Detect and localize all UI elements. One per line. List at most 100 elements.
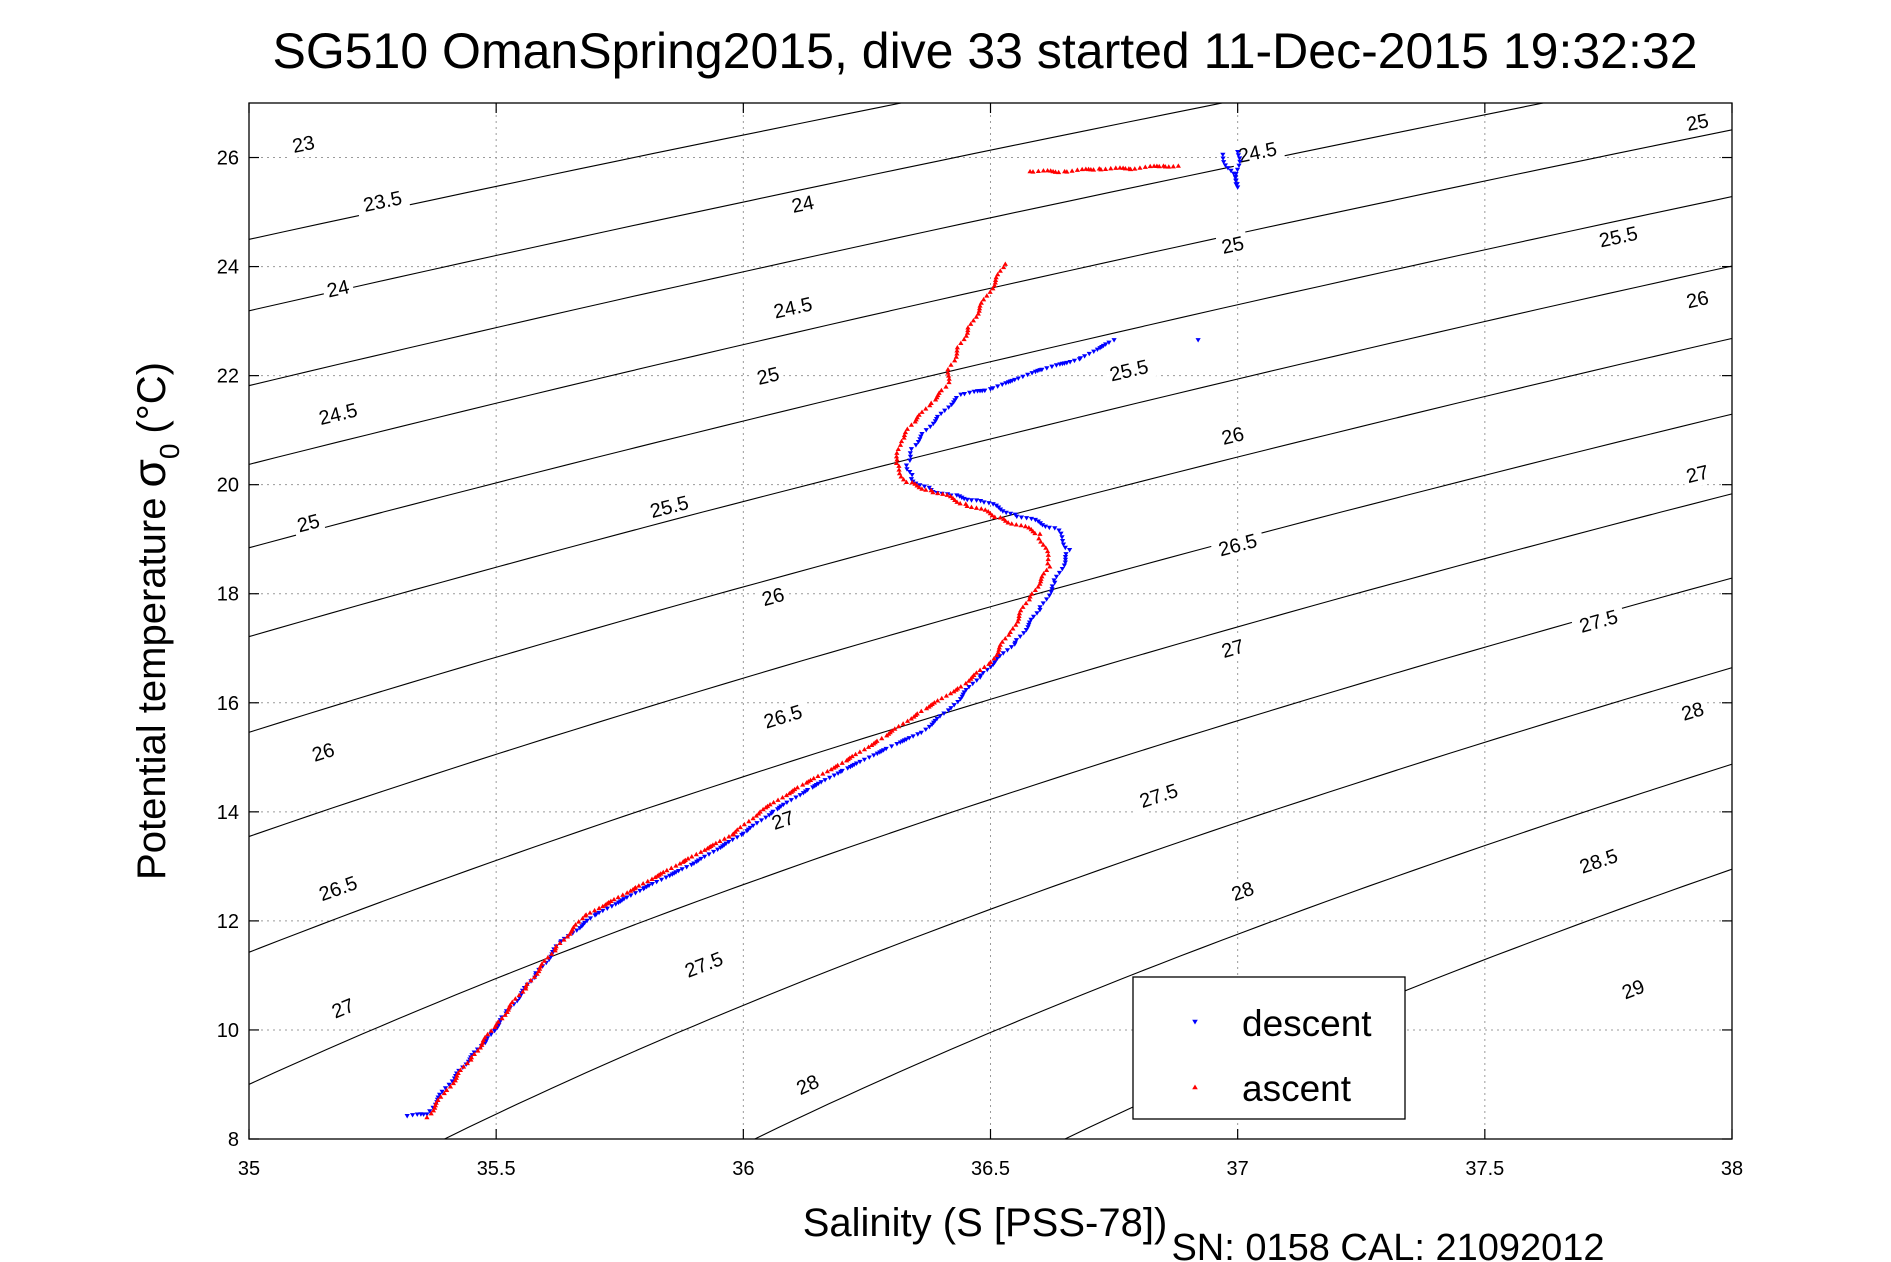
contour-label-bg — [320, 273, 356, 304]
data-point-descent — [1034, 611, 1040, 616]
chart-title: SG510 OmanSpring2015, dive 33 started 11… — [273, 23, 1698, 79]
data-point-descent — [632, 891, 639, 896]
data-point-descent — [1064, 360, 1070, 366]
data-point-descent — [861, 757, 868, 763]
data-point-ascent — [570, 924, 577, 930]
data-point-descent — [1012, 377, 1018, 383]
data-point-ascent — [1156, 163, 1162, 169]
data-point-ascent — [454, 1073, 460, 1078]
data-point-ascent — [608, 898, 614, 904]
data-point-descent — [1062, 557, 1069, 563]
contour-label: 28 — [1674, 695, 1711, 727]
data-point-ascent — [948, 362, 954, 367]
contour-label-text: 25 — [755, 363, 782, 389]
data-point-descent — [695, 858, 702, 863]
data-point-descent — [758, 818, 765, 823]
data-point-ascent — [923, 705, 930, 711]
data-point-ascent — [932, 397, 939, 402]
data-point-ascent — [564, 934, 571, 939]
data-point-ascent — [963, 680, 969, 686]
data-point-descent — [778, 804, 784, 809]
data-point-descent — [1018, 515, 1025, 520]
data-point-ascent — [984, 293, 990, 298]
data-point-ascent — [760, 806, 766, 812]
data-point-ascent — [820, 771, 826, 776]
data-point-ascent — [1108, 165, 1114, 171]
data-point-ascent — [1026, 596, 1032, 602]
data-point-descent — [853, 761, 860, 766]
data-point-ascent — [945, 373, 952, 378]
legend: descent ascent — [1132, 976, 1406, 1120]
data-point-ascent — [935, 392, 941, 398]
data-point-ascent — [539, 961, 545, 966]
contour-label-bg — [1590, 219, 1647, 254]
data-point-descent — [946, 405, 952, 410]
y-tick-label: 14 — [217, 802, 239, 824]
y-axis-label-symbol: σ — [123, 459, 175, 487]
contour-label-text: 25 — [1220, 233, 1246, 259]
data-point-ascent — [914, 414, 920, 420]
contour-label-bg — [750, 360, 786, 391]
data-point-ascent — [492, 1024, 498, 1030]
data-point-ascent — [976, 308, 982, 313]
data-point-descent — [942, 408, 948, 414]
data-point-ascent — [943, 693, 949, 698]
data-point-descent — [1225, 166, 1231, 171]
data-point-descent — [730, 837, 736, 843]
data-point-descent — [908, 447, 915, 452]
data-point-descent — [977, 675, 983, 680]
data-point-ascent — [1026, 525, 1032, 530]
data-point-descent — [684, 865, 690, 870]
data-point-descent — [948, 706, 954, 711]
data-point-ascent — [975, 311, 981, 316]
data-point-descent — [754, 821, 760, 826]
data-point-descent — [604, 906, 610, 912]
data-point-descent — [999, 382, 1005, 388]
data-point-descent — [1058, 531, 1064, 537]
contour-label: 28 — [789, 1067, 827, 1102]
data-point-descent — [1035, 519, 1041, 524]
data-point-descent — [949, 402, 955, 408]
data-point-descent — [596, 910, 602, 916]
data-point-descent — [953, 396, 959, 401]
data-point-descent — [1000, 509, 1006, 514]
data-point-descent — [698, 856, 704, 862]
data-point-descent — [995, 505, 1002, 510]
contour-line-28.5 — [753, 763, 1732, 1139]
data-point-ascent — [1023, 600, 1029, 606]
data-point-ascent — [779, 794, 786, 800]
data-point-descent — [593, 912, 599, 917]
data-point-ascent — [1102, 166, 1109, 171]
data-point-descent — [1051, 578, 1057, 583]
data-point-descent — [1061, 563, 1067, 568]
contour-label-text: 25 — [1685, 110, 1711, 136]
contour-label-bg — [1680, 284, 1715, 315]
data-point-ascent — [1045, 560, 1051, 566]
data-point-ascent — [991, 655, 997, 661]
data-point-descent — [1236, 163, 1242, 169]
data-point-ascent — [721, 836, 728, 841]
data-point-ascent — [945, 370, 951, 375]
data-point-ascent — [800, 782, 806, 787]
data-point-ascent — [1006, 632, 1012, 637]
contour-label-bg — [324, 991, 362, 1025]
data-point-ascent — [477, 1045, 483, 1050]
data-point-ascent — [973, 505, 980, 510]
data-point-ascent — [1010, 626, 1016, 631]
data-point-ascent — [1039, 573, 1045, 579]
data-point-ascent — [1016, 616, 1022, 621]
data-point-ascent — [968, 321, 974, 326]
data-point-ascent — [750, 815, 756, 821]
data-point-ascent — [1175, 163, 1181, 168]
data-point-ascent — [775, 797, 781, 802]
data-point-ascent — [596, 905, 602, 911]
data-point-descent — [701, 854, 708, 860]
data-point-ascent — [961, 336, 967, 342]
data-point-descent — [1233, 179, 1239, 184]
contour-label-bg — [785, 189, 820, 219]
data-point-descent — [894, 742, 900, 747]
data-point-ascent — [940, 491, 946, 496]
legend-markers — [1192, 1019, 1198, 1090]
contour-label: 26.5 — [1209, 526, 1266, 563]
contour-label: 26 — [1680, 284, 1715, 315]
